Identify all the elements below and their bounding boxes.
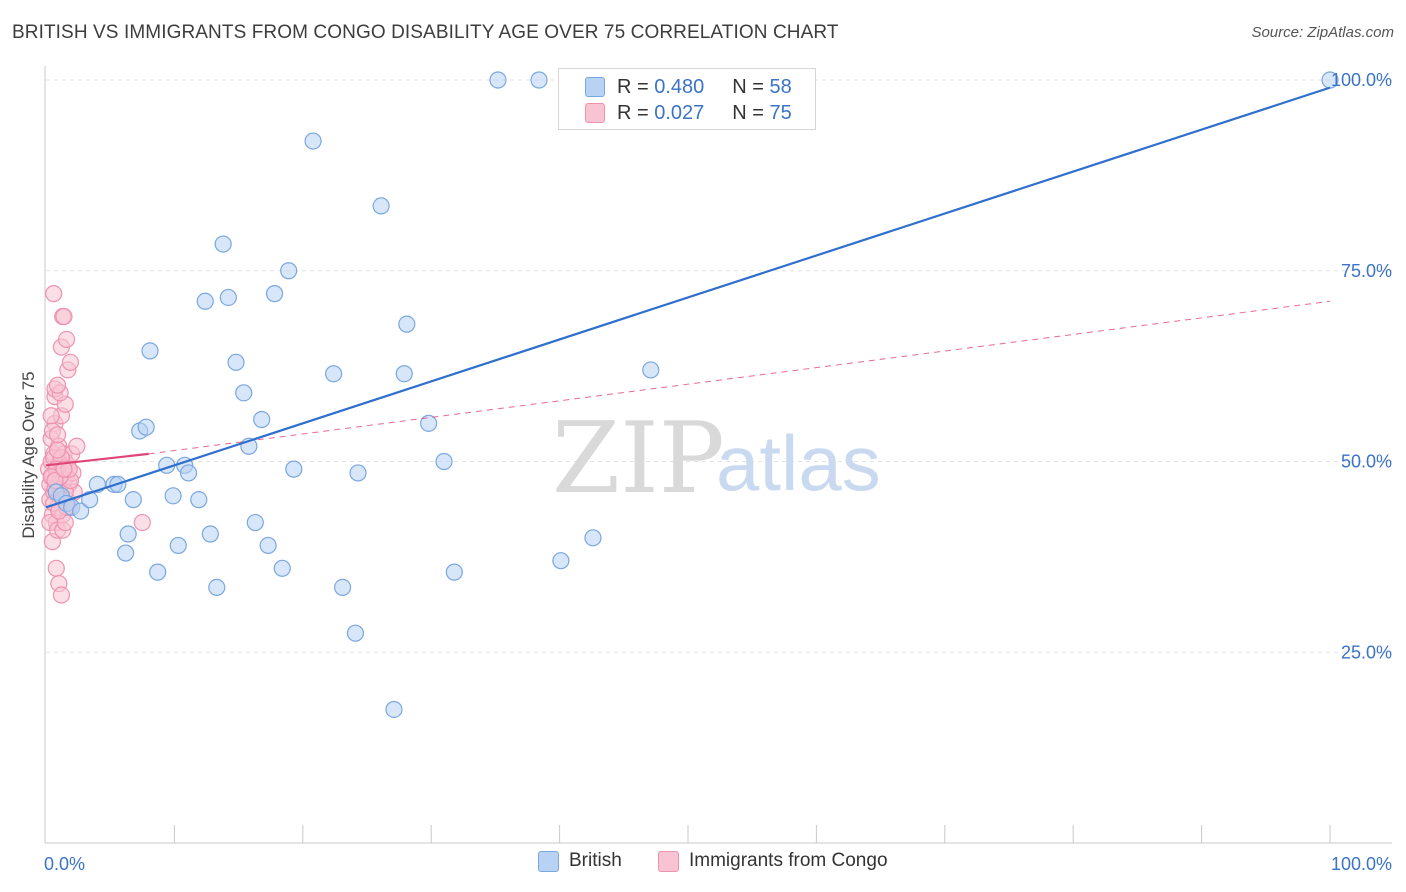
congo-point	[61, 353, 79, 371]
congo-r-label: R =	[617, 101, 649, 124]
x-tick-label-right: 100.0%	[1331, 854, 1392, 874]
congo-legend-swatch	[658, 850, 679, 872]
bottom-legend-british: British	[538, 850, 622, 872]
british-r-value: 0.480	[654, 75, 705, 98]
trend-lines	[45, 86, 1331, 509]
british-n-label: N =	[732, 75, 764, 98]
british-point	[119, 525, 137, 543]
british-point	[489, 71, 507, 89]
british-n-value: 58	[769, 75, 792, 98]
british-point	[164, 487, 182, 505]
british-point	[196, 292, 214, 310]
british-point	[208, 578, 226, 596]
british-point	[280, 262, 298, 280]
british-point	[420, 414, 438, 432]
congo-point	[47, 559, 65, 577]
congo-point	[68, 437, 86, 455]
y-axis-label: Disability Age Over 75	[19, 371, 38, 538]
british-point	[346, 624, 365, 642]
congo-n-value: 75	[769, 101, 792, 124]
british-point	[259, 536, 277, 555]
british-point	[246, 513, 264, 532]
congo-trend-extended	[148, 300, 1331, 455]
congo-legend-label: Immigrants from Congo	[689, 850, 888, 871]
legend-row-british: R = 0.480 N = 58	[585, 74, 792, 100]
british-point	[273, 559, 291, 577]
chart-title: BRITISH VS IMMIGRANTS FROM CONGO DISABIL…	[12, 22, 839, 43]
congo-point	[48, 441, 67, 459]
congo-point	[55, 307, 73, 326]
british-point	[72, 502, 90, 520]
british-point	[265, 285, 284, 303]
british-point	[214, 235, 232, 253]
british-point	[219, 288, 237, 307]
congo-point	[42, 407, 60, 425]
congo-point	[52, 586, 71, 604]
british-point	[124, 491, 142, 509]
congo-point	[48, 426, 67, 444]
british-point	[253, 410, 271, 429]
congo-point	[48, 376, 67, 394]
british-r-label: R =	[617, 75, 649, 98]
watermark-atlas: atlas	[716, 419, 881, 507]
y-tick-label: 25.0%	[1341, 642, 1392, 662]
tick-labels: 25.0% 50.0% 75.0% 100.0% 0.0% 100.0%	[44, 70, 1392, 874]
british-point	[285, 460, 303, 478]
british-point	[395, 365, 413, 383]
y-tick-label: 100.0%	[1331, 70, 1392, 90]
congo-trend-line	[45, 452, 149, 467]
british-points	[47, 71, 1339, 719]
legend-row-congo: R = 0.027 N = 75	[585, 100, 792, 126]
british-point	[642, 361, 660, 379]
congo-n-label: N =	[732, 101, 764, 124]
bottom-legend-congo: Immigrants from Congo	[658, 850, 888, 872]
x-tick-label-left: 0.0%	[44, 854, 85, 874]
british-point	[385, 700, 403, 719]
british-point	[334, 578, 352, 596]
british-point	[169, 536, 187, 555]
congo-point	[57, 330, 76, 349]
british-point	[398, 315, 416, 333]
watermark-zip: ZIP	[552, 402, 725, 516]
british-point	[149, 563, 167, 581]
y-tick-label: 75.0%	[1341, 261, 1392, 281]
congo-point	[45, 285, 63, 303]
british-point	[137, 418, 155, 436]
british-point	[81, 491, 99, 509]
british-point	[445, 563, 463, 581]
y-tick-label: 50.0%	[1341, 452, 1392, 472]
british-swatch	[585, 77, 605, 97]
british-point	[201, 525, 219, 543]
british-point	[227, 353, 245, 371]
british-trend-line	[45, 86, 1331, 509]
british-point	[325, 365, 343, 383]
congo-swatch	[585, 103, 605, 123]
british-point	[552, 552, 570, 570]
british-point	[304, 132, 322, 150]
chart-source: Source: ZipAtlas.com	[1251, 24, 1394, 41]
british-point	[530, 71, 548, 89]
gridlines	[46, 79, 1392, 653]
congo-r-value: 0.027	[654, 101, 705, 124]
axes	[44, 66, 1392, 844]
british-legend-swatch	[538, 850, 559, 872]
congo-point	[133, 513, 151, 532]
british-legend-label: British	[569, 850, 622, 871]
british-point	[141, 342, 159, 360]
british-point	[372, 197, 390, 215]
british-point	[117, 544, 135, 562]
british-point	[190, 491, 208, 509]
british-point	[349, 464, 367, 482]
correlation-legend: R = 0.480 N = 58 R = 0.027 N = 75	[558, 68, 816, 130]
congo-point	[55, 460, 73, 478]
british-point	[235, 384, 253, 402]
british-point	[584, 529, 602, 547]
british-point	[435, 452, 453, 471]
british-point	[179, 464, 198, 482]
